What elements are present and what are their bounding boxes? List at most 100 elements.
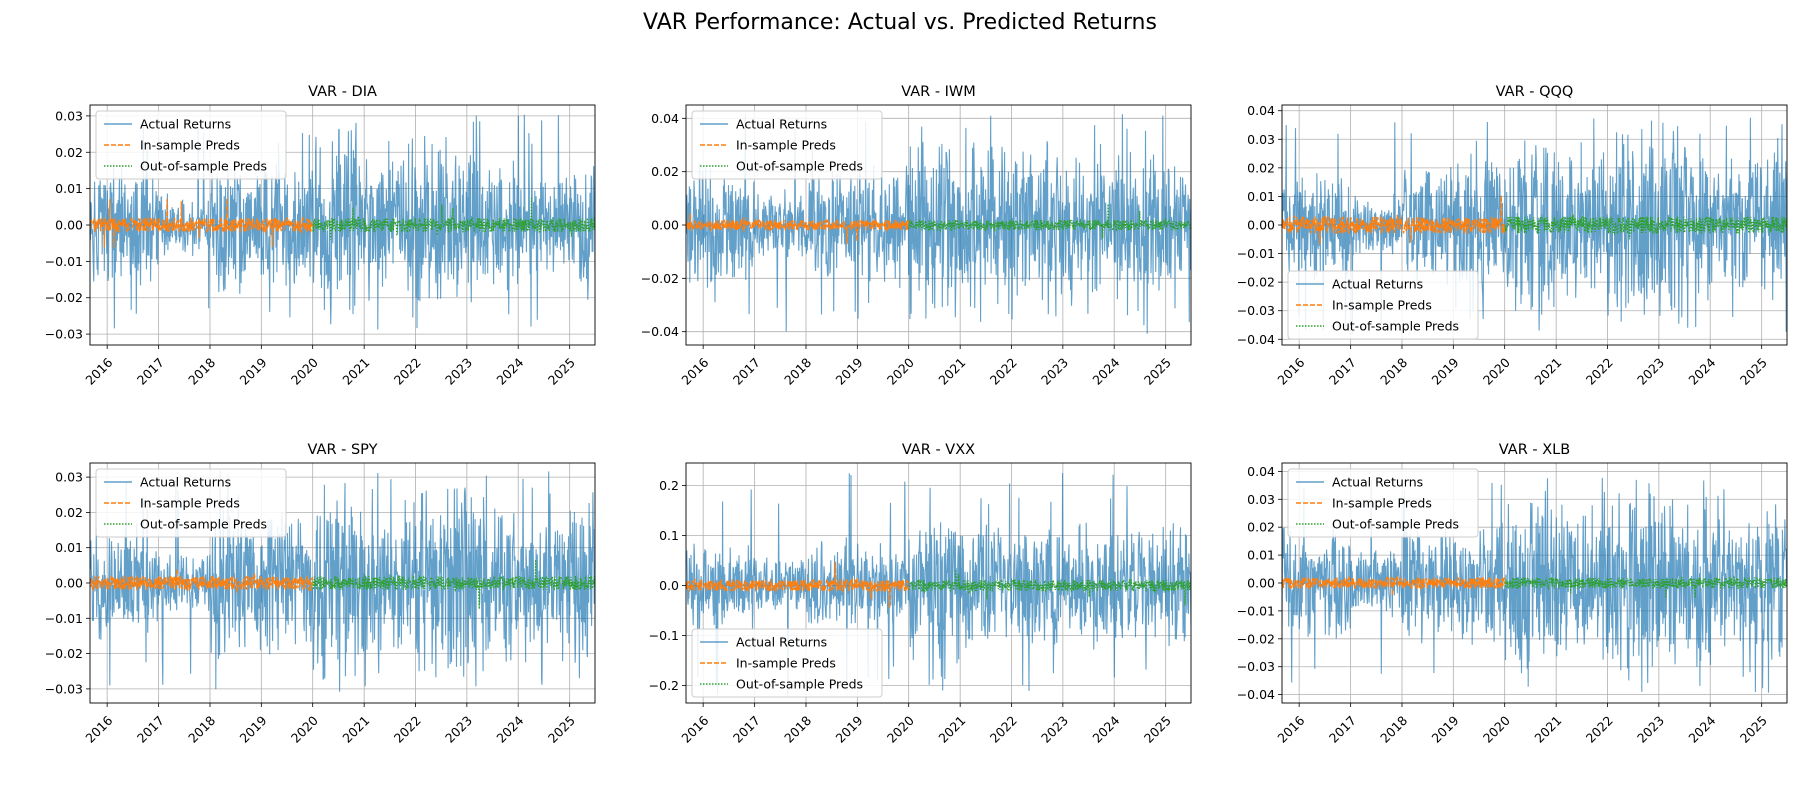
axes-frame	[89, 104, 596, 346]
y-tick-label: 0.01	[1247, 189, 1275, 204]
subplot-title: VAR - XLB	[1499, 442, 1570, 458]
y-tick-label: −0.01	[45, 254, 83, 269]
axes-frame	[685, 462, 1192, 704]
y-tick-label: 0.03	[55, 108, 83, 123]
y-tick-label: 0.01	[55, 181, 83, 196]
x-tick-label: 2022	[1583, 355, 1616, 388]
x-tick-label: 2021	[339, 713, 372, 746]
x-tick-label: 2017	[1326, 355, 1359, 388]
x-tick-label: 2020	[1480, 713, 1513, 746]
x-tick-label: 2021	[935, 355, 968, 388]
series-in-sample-preds	[686, 213, 910, 244]
legend-box	[691, 110, 883, 180]
subplot-iwm: VAR - IWM −0.04 −0.02 0.00 0.02 0.04 2016 2017 2…	[641, 84, 1192, 388]
legend: Actual Returns In-sample Preds Out-of-samp…	[691, 110, 883, 180]
y-tick-label: −0.03	[1237, 303, 1275, 318]
legend-label: In-sample Preds	[140, 138, 240, 153]
legend: Actual Returns In-sample Preds Out-of-samp…	[691, 628, 883, 698]
x-tick-label: 2021	[1531, 713, 1564, 746]
x-tick-label: 2016	[1274, 713, 1307, 746]
y-tick-label: −0.02	[641, 271, 679, 286]
series-out-of-sample-preds	[312, 559, 595, 610]
x-tick-label: 2025	[1737, 355, 1770, 388]
x-tick-label: 2022	[987, 355, 1020, 388]
axes-frame	[89, 462, 596, 704]
legend: Actual Returns In-sample Preds Out-of-samp…	[95, 468, 287, 538]
y-tick-label: 0.01	[55, 540, 83, 555]
legend-label: Actual Returns	[140, 117, 231, 132]
x-tick-label: 2019	[833, 713, 866, 746]
subplot-title: VAR - IWM	[901, 84, 976, 100]
series-actual-returns	[686, 473, 1191, 696]
x-tick-label: 2024	[1685, 713, 1718, 746]
x-tick-label: 2017	[134, 713, 167, 746]
x-tick-label: 2022	[987, 713, 1020, 746]
series-out-of-sample-preds	[312, 196, 595, 240]
legend-label: Actual Returns	[1332, 277, 1423, 292]
x-tick-label: 2021	[1531, 355, 1564, 388]
legend: Actual Returns In-sample Preds Out-of-samp…	[1287, 468, 1479, 538]
x-tick-label: 2022	[391, 713, 424, 746]
y-tick-label: −0.02	[1237, 631, 1275, 646]
x-tick-label: 2023	[1634, 713, 1667, 746]
x-tick-label: 2024	[1089, 713, 1122, 746]
x-tick-label: 2019	[1429, 713, 1462, 746]
series-actual-returns	[686, 114, 1191, 334]
legend-label: Actual Returns	[736, 635, 827, 650]
legend-label: Out-of-sample Preds	[1332, 319, 1459, 334]
legend-label: Out-of-sample Preds	[1332, 517, 1459, 532]
x-tick-label: 2020	[1480, 355, 1513, 388]
x-tick-label: 2024	[1685, 355, 1718, 388]
y-tick-label: −0.02	[1237, 275, 1275, 290]
legend-box	[1287, 270, 1479, 340]
x-tick-label: 2021	[339, 355, 372, 388]
plot-area	[1282, 477, 1787, 693]
legend-label: Actual Returns	[140, 475, 231, 490]
legend-label: In-sample Preds	[736, 656, 836, 671]
subplot-title: VAR - DIA	[308, 84, 377, 100]
x-tick-label: 2020	[288, 355, 321, 388]
y-tick-label: 0.03	[1247, 132, 1275, 147]
legend-label: Out-of-sample Preds	[140, 517, 267, 532]
y-tick-label: 0.02	[651, 164, 679, 179]
x-tick-label: 2025	[1737, 713, 1770, 746]
x-tick-label: 2021	[935, 713, 968, 746]
x-tick-label: 2016	[82, 713, 115, 746]
series-out-of-sample-preds	[1504, 575, 1787, 599]
y-tick-label: −0.04	[641, 324, 679, 339]
legend-box	[1287, 468, 1479, 538]
y-tick-label: −0.1	[649, 628, 679, 643]
y-tick-label: 0.04	[651, 111, 679, 126]
x-tick-label: 2025	[545, 355, 578, 388]
plot-area	[686, 473, 1191, 696]
subplot-title: VAR - SPY	[308, 442, 378, 458]
y-tick-label: −0.01	[1237, 603, 1275, 618]
y-tick-label: −0.2	[649, 678, 679, 693]
legend: Actual Returns In-sample Preds Out-of-samp…	[1287, 270, 1479, 340]
legend-label: Out-of-sample Preds	[736, 159, 863, 174]
y-tick-label: 0.0	[659, 578, 679, 593]
series-in-sample-preds	[90, 568, 314, 593]
legend: Actual Returns In-sample Preds Out-of-samp…	[95, 110, 287, 180]
y-tick-label: 0.02	[1247, 160, 1275, 175]
y-tick-label: −0.03	[45, 327, 83, 342]
x-tick-label: 2018	[781, 355, 814, 388]
subplot-title: VAR - VXX	[902, 442, 975, 458]
subplot-dia: VAR - DIA −0.03 −0.02 −0.01 0.00 0.01 0.02 0.03…	[45, 84, 596, 388]
x-tick-label: 2016	[678, 713, 711, 746]
y-tick-label: −0.01	[45, 611, 83, 626]
x-tick-label: 2016	[1274, 355, 1307, 388]
legend-label: In-sample Preds	[736, 138, 836, 153]
y-tick-label: −0.04	[1237, 687, 1275, 702]
y-tick-label: −0.03	[1237, 659, 1275, 674]
series-in-sample-preds	[90, 198, 314, 248]
plot-area	[90, 470, 595, 692]
x-tick-label: 2017	[730, 355, 763, 388]
plot-area	[1282, 117, 1787, 334]
y-tick-label: −0.02	[45, 646, 83, 661]
x-tick-label: 2017	[134, 355, 167, 388]
x-tick-label: 2025	[1141, 713, 1174, 746]
legend-label: In-sample Preds	[1332, 496, 1432, 511]
x-tick-label: 2023	[1634, 355, 1667, 388]
